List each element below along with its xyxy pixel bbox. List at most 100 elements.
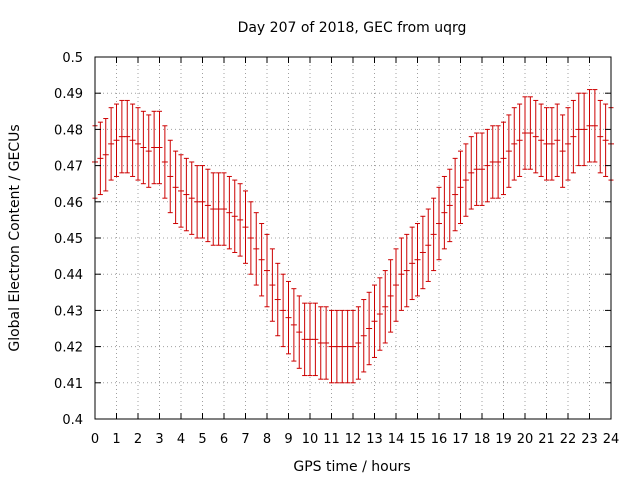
y-tick-label: 0.5 bbox=[62, 51, 83, 66]
error-bar-point bbox=[280, 273, 287, 348]
error-bar-point bbox=[586, 89, 593, 163]
error-bar-point bbox=[231, 179, 238, 253]
x-axis-label: GPS time / hours bbox=[293, 459, 410, 475]
x-tick-label: 21 bbox=[538, 432, 555, 447]
error-bar-point bbox=[129, 103, 136, 177]
x-tick-label: 18 bbox=[474, 432, 491, 447]
error-bar-point bbox=[113, 103, 120, 177]
x-tick-label: 6 bbox=[220, 432, 228, 447]
error-bar-point bbox=[124, 99, 131, 174]
error-bar-point bbox=[452, 157, 459, 232]
error-bar-point bbox=[221, 172, 227, 246]
error-bar-point bbox=[296, 295, 303, 369]
x-tick-label: 13 bbox=[366, 432, 383, 447]
error-bar-point bbox=[462, 143, 469, 217]
error-bar-point bbox=[425, 208, 432, 282]
error-bar-point bbox=[317, 306, 324, 380]
error-bar-point bbox=[436, 186, 442, 261]
error-bar-point bbox=[264, 233, 270, 308]
chart-title: Day 207 of 2018, GEC from uqrg bbox=[238, 20, 467, 36]
x-tick-label: 2 bbox=[134, 432, 142, 447]
error-bar-point bbox=[178, 154, 184, 228]
error-bar-series bbox=[92, 89, 614, 384]
error-bar-point bbox=[430, 197, 437, 272]
error-bar-point bbox=[215, 172, 222, 246]
error-bar-point bbox=[538, 103, 545, 177]
y-tick-label: 0.45 bbox=[54, 232, 83, 247]
axis-ticks: 0 1 2 3 4 5 6 7 8 9 10 11 12 13 14 15 16 17 18 19 20 21 22 23 24… bbox=[54, 51, 619, 447]
error-bar-point bbox=[387, 259, 394, 333]
error-bar-point bbox=[156, 110, 163, 185]
error-bar-point bbox=[135, 107, 141, 181]
x-tick-label: 8 bbox=[263, 432, 271, 447]
x-tick-label: 1 bbox=[112, 432, 120, 447]
error-bar-point bbox=[323, 306, 330, 380]
error-bar-point bbox=[258, 223, 265, 297]
error-bar-point bbox=[511, 107, 518, 181]
error-bar-point bbox=[366, 291, 373, 366]
error-bar-point bbox=[570, 99, 577, 174]
x-tick-label: 15 bbox=[409, 432, 426, 447]
error-bar-point bbox=[591, 89, 598, 163]
x-tick-label: 12 bbox=[345, 432, 362, 447]
x-tick-label: 10 bbox=[302, 432, 319, 447]
error-bar-point bbox=[360, 299, 367, 373]
error-bar-point bbox=[161, 125, 168, 199]
error-bar-point bbox=[312, 302, 319, 377]
error-bar-point bbox=[183, 157, 190, 232]
error-bar-point bbox=[522, 96, 528, 170]
error-bar-point bbox=[253, 212, 260, 286]
x-tick-label: 9 bbox=[284, 432, 292, 447]
error-bar-point bbox=[489, 125, 496, 199]
error-bar-point bbox=[419, 215, 426, 290]
error-bar-point bbox=[237, 183, 244, 257]
x-tick-label: 22 bbox=[560, 432, 577, 447]
error-bar-point bbox=[226, 175, 233, 250]
error-bar-point bbox=[532, 99, 539, 174]
y-tick-label: 0.48 bbox=[54, 123, 83, 138]
x-tick-label: 19 bbox=[495, 432, 512, 447]
error-bar-point bbox=[307, 302, 313, 377]
x-tick-label: 17 bbox=[452, 432, 469, 447]
error-bar-point bbox=[500, 121, 507, 196]
error-bar-point bbox=[516, 103, 523, 177]
error-bar-point bbox=[172, 150, 179, 225]
x-tick-label: 5 bbox=[198, 432, 206, 447]
error-bar-point bbox=[199, 165, 206, 239]
error-bar-point bbox=[285, 280, 292, 355]
error-bar-point bbox=[376, 277, 383, 351]
error-bar-point bbox=[393, 248, 399, 322]
x-tick-label: 4 bbox=[177, 432, 185, 447]
error-bar-point bbox=[328, 309, 335, 384]
y-tick-label: 0.42 bbox=[54, 341, 83, 356]
error-bar-point bbox=[403, 233, 410, 308]
error-bar-point bbox=[140, 110, 147, 185]
error-bar-point bbox=[269, 248, 276, 322]
error-bar-point bbox=[333, 309, 340, 384]
error-bar-point bbox=[548, 107, 555, 181]
error-bar-point bbox=[495, 125, 502, 199]
x-tick-label: 3 bbox=[155, 432, 163, 447]
error-bar-point bbox=[446, 168, 453, 243]
error-bar-point bbox=[414, 223, 421, 297]
error-bar-point bbox=[355, 306, 362, 380]
error-bar-point bbox=[484, 128, 491, 203]
error-bar-point bbox=[118, 99, 125, 174]
error-bar-point bbox=[344, 309, 351, 384]
x-tick-label: 16 bbox=[431, 432, 448, 447]
x-tick-label: 14 bbox=[388, 432, 405, 447]
error-bar-point bbox=[274, 262, 281, 337]
error-bar-point bbox=[468, 136, 475, 210]
error-bar-point bbox=[479, 132, 485, 206]
error-bar-point bbox=[167, 139, 174, 214]
error-bar-point bbox=[97, 121, 104, 196]
error-bar-point bbox=[108, 107, 115, 181]
error-bar-point bbox=[371, 284, 378, 358]
y-tick-label: 0.41 bbox=[54, 377, 83, 392]
error-bar-point bbox=[188, 161, 195, 235]
error-bar-point bbox=[559, 114, 566, 188]
error-bar-point bbox=[145, 114, 152, 188]
x-tick-label: 11 bbox=[323, 432, 340, 447]
